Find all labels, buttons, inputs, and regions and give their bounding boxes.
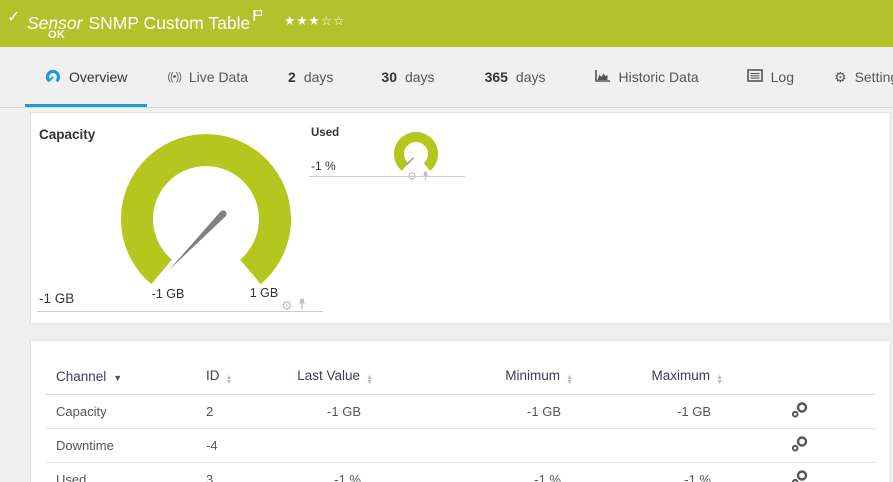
- sort-icon[interactable]: ▲ ▼: [566, 374, 573, 386]
- tab-30-days[interactable]: 30 days: [361, 47, 454, 107]
- sort-icon[interactable]: ▲ ▼: [225, 374, 233, 386]
- table-row-downtime[interactable]: Downtime -4: [46, 428, 875, 463]
- gauge-settings-icon[interactable]: ⚙: [281, 298, 293, 313]
- tab-settings[interactable]: ⚙ Settings: [814, 47, 893, 107]
- tab-number: 30: [381, 69, 397, 85]
- channel-settings-icon[interactable]: [749, 428, 875, 463]
- capacity-last-value: -1 GB: [39, 291, 75, 306]
- tab-label: days: [404, 69, 435, 85]
- area-chart-icon: [594, 69, 611, 86]
- tab-historic-data[interactable]: Historic Data: [574, 47, 719, 107]
- capacity-gauge-title: Capacity: [39, 127, 96, 142]
- cell-channel[interactable]: Used: [46, 462, 196, 482]
- tab-log[interactable]: Log: [727, 47, 814, 107]
- star-empty-icon[interactable]: ☆☆: [320, 14, 346, 28]
- sort-desc-icon[interactable]: ▼: [113, 373, 123, 383]
- used-gauge-actions: ⚙: [407, 168, 430, 186]
- used-gauge: [394, 132, 438, 171]
- table-row-used[interactable]: Used 3 -1 % -1 % -1 %: [46, 462, 875, 482]
- star-filled-icon[interactable]: ★★★: [284, 14, 321, 28]
- cell-channel[interactable]: Capacity: [46, 394, 196, 429]
- cell-maximum: -1 %: [599, 462, 749, 482]
- tab-2-days[interactable]: 2 days: [268, 47, 353, 107]
- column-header-id[interactable]: ID ▲ ▼: [196, 361, 284, 395]
- cell-last-value: -1 GB: [284, 394, 399, 429]
- ok-check-icon: ✓: [7, 9, 21, 26]
- pin-icon[interactable]: [297, 297, 307, 315]
- channel-table: Channel ▼ ID ▲ ▼ Last Value ▲ ▼ Minimum ▲ ▼ Max…: [46, 361, 875, 482]
- tab-overview[interactable]: Overview: [25, 47, 147, 107]
- tab-live-data[interactable]: ((•)) Live Data: [147, 47, 268, 107]
- cell-minimum: -1 GB: [399, 394, 599, 429]
- cell-last-value: [284, 428, 399, 463]
- table-row-capacity[interactable]: Capacity 2 -1 GB -1 GB -1 GB: [46, 394, 875, 429]
- cell-maximum: -1 GB: [599, 394, 749, 429]
- column-header-minimum[interactable]: Minimum ▲ ▼: [399, 361, 599, 395]
- flag-icon[interactable]: [253, 5, 263, 26]
- overview-gauges-panel: Capacity -1 GB 1 GB -1 GB ⚙ Used -1 % ⚙: [30, 112, 891, 324]
- priority-stars[interactable]: ★★★☆☆: [284, 13, 345, 28]
- column-header-maximum[interactable]: Maximum ▲ ▼: [599, 361, 749, 395]
- column-header-channel[interactable]: Channel ▼: [46, 361, 196, 395]
- column-header-actions: [749, 361, 875, 395]
- channel-table-panel: Channel ▼ ID ▲ ▼ Last Value ▲ ▼ Minimum ▲ ▼ Max…: [30, 340, 891, 482]
- cell-minimum: -1 %: [399, 462, 599, 482]
- sensor-status-header: ✓ Sensor SNMP Custom Table ★★★☆☆ OK: [0, 0, 893, 47]
- tab-number: 2: [288, 69, 296, 85]
- capacity-divider: [37, 311, 323, 312]
- tab-bar: Overview ((•)) Live Data 2 days 30 days …: [0, 47, 893, 108]
- cell-id: -4: [196, 428, 284, 463]
- used-divider: [309, 176, 465, 177]
- log-list-icon: [746, 69, 763, 85]
- used-last-value: -1 %: [311, 159, 336, 173]
- gauge-settings-icon[interactable]: ⚙: [407, 171, 417, 183]
- capacity-gauge-actions: ⚙: [281, 297, 307, 315]
- channel-settings-icon[interactable]: [749, 394, 875, 429]
- status-badge: OK: [48, 29, 66, 41]
- gauge-icon: [45, 68, 61, 87]
- tab-label: Settings: [854, 69, 893, 85]
- cell-maximum: [599, 428, 749, 463]
- tab-number: 365: [484, 69, 508, 85]
- tab-label: days: [515, 69, 546, 85]
- cell-channel[interactable]: Downtime: [46, 428, 196, 463]
- page-title: Sensor SNMP Custom Table ★★★☆☆: [27, 5, 345, 34]
- gear-icon: ⚙: [834, 68, 847, 85]
- sensor-name: SNMP Custom Table: [88, 13, 251, 33]
- live-data-icon: ((•)): [167, 71, 181, 83]
- cell-id: 2: [196, 394, 284, 429]
- used-gauge-title: Used: [311, 127, 340, 139]
- tab-label: Log: [770, 69, 794, 85]
- sort-icon[interactable]: ▲ ▼: [366, 374, 373, 386]
- column-header-last-value[interactable]: Last Value ▲ ▼: [284, 361, 399, 395]
- cell-last-value: -1 %: [284, 462, 399, 482]
- capacity-gauge-max-label: 1 GB: [249, 286, 279, 300]
- cell-id: 3: [196, 462, 284, 482]
- cell-minimum: [399, 428, 599, 463]
- pin-icon[interactable]: [421, 168, 430, 186]
- tab-label: Live Data: [188, 69, 249, 85]
- channel-settings-icon[interactable]: [749, 462, 875, 482]
- tab-365-days[interactable]: 365 days: [465, 47, 566, 107]
- tab-label: Overview: [69, 69, 128, 85]
- capacity-gauge: [121, 134, 291, 285]
- object-kind-label: Sensor: [27, 13, 83, 33]
- sort-icon[interactable]: ▲ ▼: [716, 374, 723, 386]
- table-header-row: Channel ▼ ID ▲ ▼ Last Value ▲ ▼ Minimum ▲ ▼ Max…: [46, 361, 875, 395]
- capacity-gauge-min-label: -1 GB: [151, 287, 185, 301]
- tab-label: Historic Data: [618, 69, 699, 85]
- tab-label: days: [303, 69, 334, 85]
